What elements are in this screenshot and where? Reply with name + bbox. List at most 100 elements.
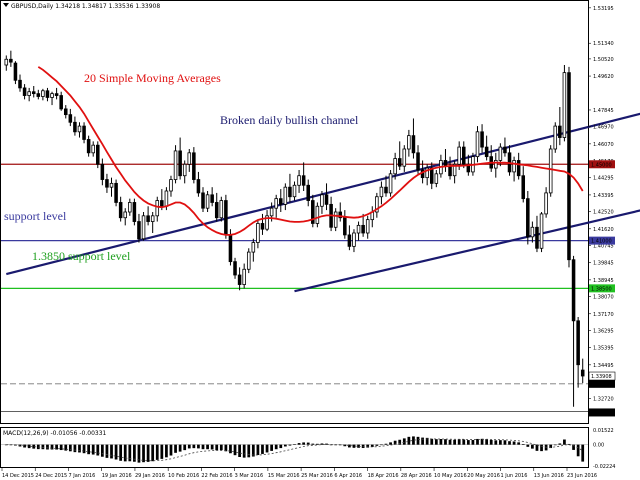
candle-body [274,198,278,209]
candle-body [256,223,260,243]
x-tick-label: 13 Jun 2016 [534,473,564,479]
price-panel[interactable] [0,0,589,424]
macd-bar [366,444,370,448]
candle-body [494,160,498,169]
y-tick-label: 1.40745 [593,244,614,250]
candle-body [402,148,407,167]
macd-bar [242,444,246,458]
candle-body [530,226,535,238]
macd-bar [100,444,104,457]
candle-body [36,93,41,97]
candle-body [567,72,571,261]
macd-bar [197,444,200,449]
candle-body [13,62,18,81]
candle-body [246,251,251,270]
macd-bar [142,444,145,463]
x-tick-label: 23 Jun 2016 [567,473,597,479]
macd-bar [297,443,301,445]
candle-body [457,146,461,165]
macd-bar [23,444,26,448]
macd-bar [233,444,237,456]
sma-annotation: 20 Simple Moving Averages [84,71,221,85]
y-tick-label: 1.53195 [593,6,614,12]
candle-body [393,158,397,175]
macd-bar [398,439,402,445]
candle-body [146,215,150,222]
price-tag-label-current: 1.33908 [591,374,612,380]
candle-body [553,125,558,150]
price-tag-support_green [589,284,615,293]
candle-body [251,242,256,253]
macd-bar [261,444,264,454]
candle-body [73,121,77,133]
candle-body [96,144,100,165]
candle-body [311,200,315,224]
macd-bar [517,442,521,445]
y-tick-label: 1.46970 [593,125,614,131]
candle-body [160,200,164,207]
candle-body [365,219,370,234]
candle-body [361,224,365,234]
x-tick-label: 10 May 2016 [434,473,467,479]
sma-line [37,66,584,236]
candle-body [512,160,516,173]
support-1385-annotation: 1.3850 support level [32,249,131,263]
candle-body [571,259,576,322]
macd-bar [123,444,127,462]
candle-body [279,198,283,205]
macd-bar [462,439,466,445]
macd-bar [256,444,260,456]
macd-bar [567,443,571,445]
candle-body [68,114,73,123]
macd-bar [521,444,525,445]
y-tick-label: 1.47845 [593,108,614,114]
macd-bar [288,444,292,446]
candle-body [173,150,178,180]
macd-bar [549,444,553,449]
candle-body [306,184,310,201]
macd-bar [192,444,196,449]
price-tag-label-support_green: 1.38500 [591,286,612,292]
candle-body [164,190,169,207]
macd-bar [476,438,479,445]
candle-body [320,194,324,207]
candle-body [516,160,521,177]
macd-bar [425,437,429,445]
macd-y-tick-label: 0.01522 [593,428,614,434]
x-tick-label: 18 Apr 2016 [368,473,399,479]
candle-body [205,194,210,209]
macd-bar [78,444,81,453]
macd-bar [210,444,214,450]
candle-body [480,131,484,148]
price-tag-dashed_level [589,379,615,388]
macd-bar [329,444,333,446]
macd-bar [489,439,493,445]
y-tick-label: 1.44295 [593,176,614,182]
candle-body [347,234,352,247]
price-tag-bottom_level [589,408,615,417]
candle-body [580,369,585,377]
y-tick-label: 1.50520 [593,57,614,63]
candle-body [407,135,411,150]
y-tick-label: 1.43395 [593,193,614,199]
y-tick-label: 1.37170 [593,312,614,318]
macd-bar [110,444,113,459]
macd-bar [357,444,360,448]
macd-bar [320,443,324,445]
macd-bar [293,444,296,445]
candle-body [132,202,137,222]
candle-body [535,226,539,249]
y-tick-label: 1.46070 [593,142,614,148]
x-tick-label: 10 Feb 2016 [168,473,199,479]
candle-body [338,211,343,219]
candle-body [544,192,548,215]
macd-bar [348,444,351,448]
y-tick-label: 1.38070 [593,295,614,301]
candle-body [265,215,269,230]
candle-body [443,160,448,167]
macd-bar [73,444,77,453]
price-tag-label-dashed_level: 1.33500 [591,382,612,388]
macd-bar [59,444,63,451]
candle-body [86,139,91,154]
macd-bar [508,441,511,445]
